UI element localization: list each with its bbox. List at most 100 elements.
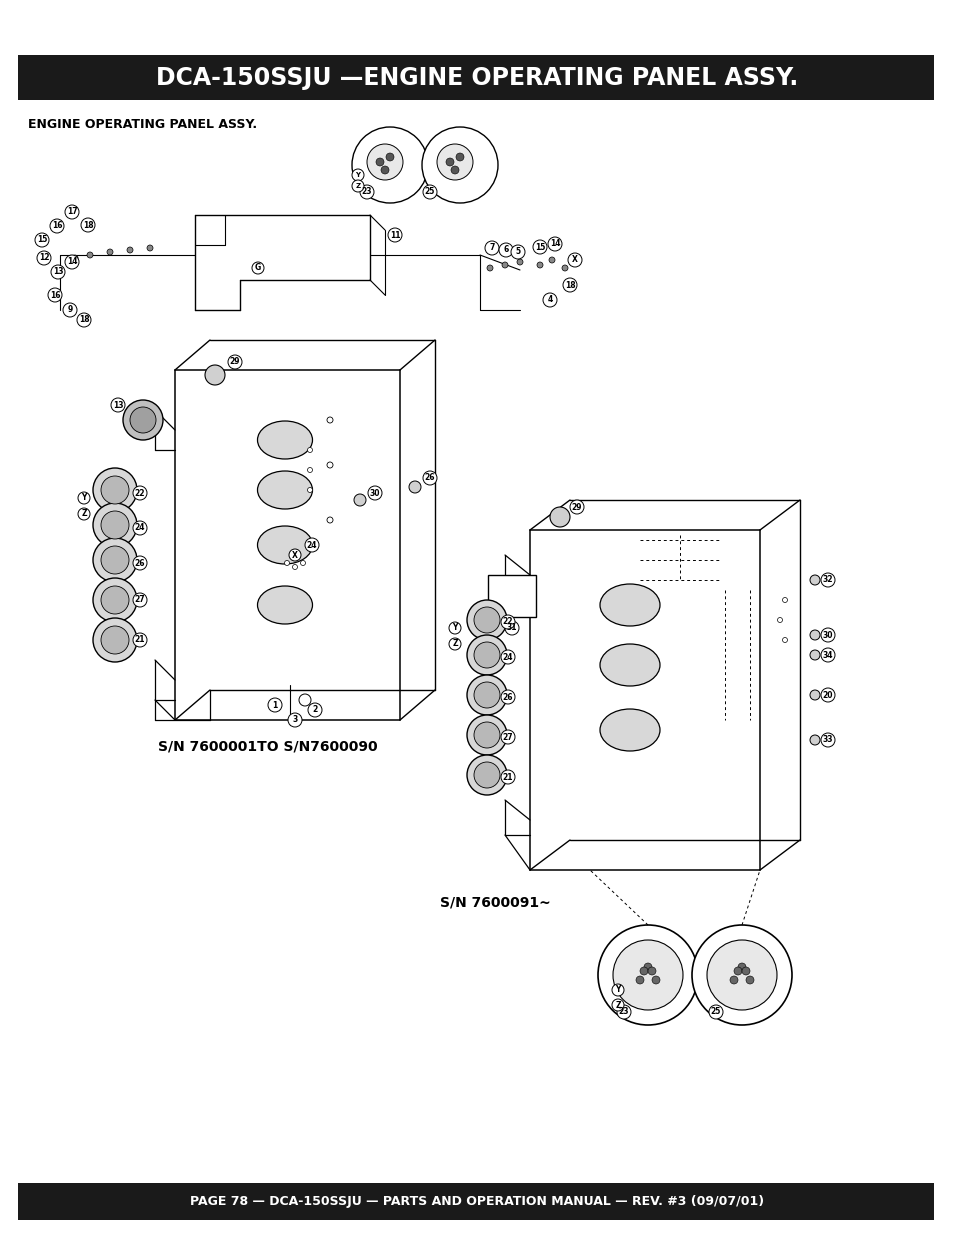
Circle shape	[651, 976, 659, 984]
Text: 22: 22	[134, 489, 145, 498]
Text: 22: 22	[502, 618, 513, 626]
Circle shape	[745, 976, 753, 984]
Circle shape	[809, 630, 820, 640]
Text: 5: 5	[515, 247, 520, 257]
Circle shape	[777, 618, 781, 622]
Circle shape	[307, 468, 313, 473]
Text: 18: 18	[78, 315, 90, 325]
Circle shape	[617, 1005, 630, 1019]
Circle shape	[127, 247, 132, 253]
Circle shape	[132, 556, 147, 571]
Text: 18: 18	[564, 280, 575, 289]
Text: 29: 29	[571, 503, 581, 511]
Text: Y: Y	[81, 494, 87, 503]
Circle shape	[78, 492, 90, 504]
Text: 30: 30	[821, 631, 832, 640]
Circle shape	[821, 573, 834, 587]
Circle shape	[388, 228, 401, 242]
Circle shape	[288, 713, 302, 727]
Circle shape	[821, 629, 834, 642]
Text: 16: 16	[51, 221, 62, 231]
Ellipse shape	[599, 709, 659, 751]
Circle shape	[467, 635, 506, 676]
Circle shape	[449, 638, 460, 650]
Circle shape	[467, 715, 506, 755]
Bar	[488, 576, 536, 618]
Circle shape	[500, 690, 515, 704]
Text: 25: 25	[424, 188, 435, 196]
Text: X: X	[292, 551, 297, 559]
Circle shape	[467, 755, 506, 795]
Text: 34: 34	[821, 651, 832, 659]
Circle shape	[111, 398, 125, 412]
Circle shape	[421, 127, 497, 203]
Circle shape	[612, 984, 623, 995]
Circle shape	[474, 722, 499, 748]
Circle shape	[132, 634, 147, 647]
Text: 26: 26	[424, 473, 435, 483]
Circle shape	[500, 769, 515, 784]
Circle shape	[729, 976, 738, 984]
Circle shape	[63, 303, 77, 317]
Circle shape	[474, 642, 499, 668]
Text: 13: 13	[52, 268, 63, 277]
Text: ENGINE OPERATING PANEL ASSY.: ENGINE OPERATING PANEL ASSY.	[28, 119, 257, 131]
Circle shape	[500, 650, 515, 664]
Circle shape	[77, 312, 91, 327]
Circle shape	[228, 354, 242, 369]
Text: Y: Y	[355, 172, 360, 178]
Text: 25: 25	[710, 1008, 720, 1016]
Text: 12: 12	[39, 253, 50, 263]
Circle shape	[781, 637, 786, 642]
Text: 15: 15	[535, 242, 544, 252]
Circle shape	[71, 254, 78, 261]
Circle shape	[130, 408, 156, 433]
Text: 26: 26	[502, 693, 513, 701]
Circle shape	[821, 688, 834, 701]
Circle shape	[367, 144, 402, 180]
Text: 18: 18	[83, 221, 93, 230]
Bar	[18, 56, 933, 100]
Circle shape	[613, 940, 682, 1010]
Text: 7: 7	[489, 243, 495, 252]
Circle shape	[821, 734, 834, 747]
Circle shape	[92, 468, 137, 513]
Circle shape	[35, 233, 49, 247]
Circle shape	[92, 503, 137, 547]
Circle shape	[308, 703, 322, 718]
Circle shape	[809, 576, 820, 585]
Text: 1: 1	[273, 700, 277, 709]
Circle shape	[123, 400, 163, 440]
Text: 16: 16	[50, 290, 60, 300]
Circle shape	[300, 561, 305, 566]
Circle shape	[467, 676, 506, 715]
Circle shape	[327, 462, 333, 468]
Text: 13: 13	[112, 400, 123, 410]
Circle shape	[567, 253, 581, 267]
Circle shape	[821, 648, 834, 662]
Circle shape	[504, 621, 518, 635]
Circle shape	[708, 1005, 722, 1019]
Circle shape	[547, 237, 561, 251]
Text: Z: Z	[355, 183, 360, 189]
Circle shape	[101, 546, 129, 574]
Text: 9: 9	[68, 305, 72, 315]
Circle shape	[542, 293, 557, 308]
Circle shape	[451, 165, 458, 174]
Ellipse shape	[257, 421, 313, 459]
Circle shape	[327, 517, 333, 522]
Circle shape	[500, 730, 515, 743]
Text: Y: Y	[452, 624, 457, 632]
Circle shape	[733, 967, 741, 974]
Circle shape	[368, 487, 381, 500]
Text: 26: 26	[134, 558, 145, 568]
Text: 17: 17	[67, 207, 77, 216]
Text: 3: 3	[292, 715, 297, 725]
Circle shape	[268, 698, 282, 713]
Text: 11: 11	[390, 231, 400, 240]
Circle shape	[498, 243, 513, 257]
Circle shape	[446, 158, 454, 165]
Circle shape	[738, 963, 745, 971]
Circle shape	[639, 967, 647, 974]
Bar	[18, 1183, 933, 1220]
